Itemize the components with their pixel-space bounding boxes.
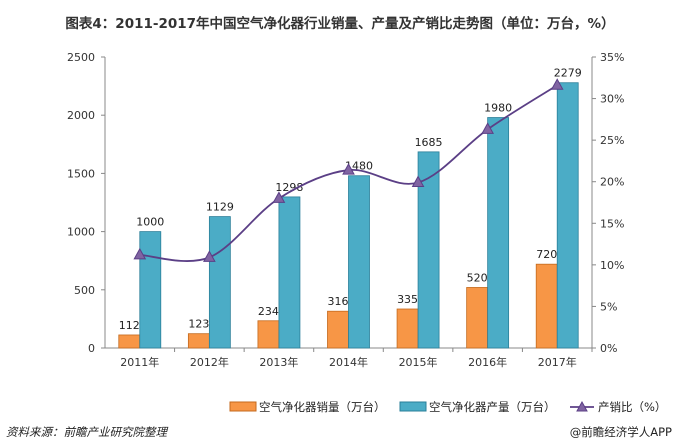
sales-bar: [396, 308, 419, 349]
ratio-marker: [272, 191, 286, 203]
right-tick-label: 35%: [600, 51, 624, 64]
production-data-label: 1000: [136, 216, 164, 229]
ratio-marker: [203, 250, 216, 262]
brand-note: @前瞻经济学人APP: [569, 425, 672, 439]
ratio-marker: [550, 78, 564, 90]
right-tick-label: 30%: [600, 93, 624, 106]
production-data-label: 1129: [206, 201, 234, 214]
right-tick-label: 5%: [600, 300, 617, 313]
legend-label-sales: 空气净化器销量（万台）: [259, 400, 386, 414]
production-bar: [556, 82, 579, 349]
legend-ratio-marker: [576, 400, 588, 412]
chart-title: 图表4：2011-2017年中国空气净化器行业销量、产量及产销比走势图（单位：万…: [65, 16, 615, 32]
right-tick-label: 25%: [600, 134, 624, 147]
x-tick-label: 2011年: [120, 355, 159, 369]
x-tick-label: 2014年: [329, 355, 368, 369]
legend-label-production: 空气净化器产量（万台）: [429, 400, 556, 414]
sales-data-label: 112: [119, 319, 140, 332]
x-tick-label: 2017年: [538, 355, 577, 369]
production-bar: [208, 216, 231, 349]
sales-data-label: 720: [536, 248, 557, 261]
production-bar: [278, 196, 301, 349]
sales-data-label: 520: [467, 271, 488, 284]
legend-label-ratio: 产销比（%）: [598, 400, 666, 414]
ratio-marker: [342, 163, 355, 175]
production-bar: [348, 175, 370, 349]
x-tick-label: 2013年: [259, 355, 298, 369]
x-tick-label: 2015年: [399, 355, 438, 369]
left-tick-label: 2000: [67, 109, 95, 122]
sales-bar: [466, 287, 489, 349]
sales-bar: [327, 310, 349, 349]
left-tick-label: 1000: [67, 226, 95, 239]
production-bar: [487, 117, 510, 349]
production-data-label: 1685: [415, 136, 443, 149]
right-tick-label: 20%: [600, 176, 624, 189]
sales-bar: [118, 334, 141, 349]
ratio-marker: [481, 122, 494, 134]
sales-bar: [535, 263, 558, 349]
production-data-label: 1298: [275, 181, 303, 194]
left-tick-label: 2500: [67, 51, 95, 64]
sales-data-label: 335: [397, 293, 418, 306]
legend-swatch-sales: [229, 401, 257, 412]
production-data-label: 1980: [484, 102, 512, 115]
production-bar: [139, 231, 162, 349]
sales-data-label: 123: [188, 318, 209, 331]
sales-data-label: 234: [258, 305, 279, 318]
ratio-marker: [133, 247, 147, 260]
left-tick-label: 500: [74, 284, 95, 297]
source-note: 资料来源：前瞻产业研究院整理: [6, 425, 167, 439]
production-data-label: 2279: [554, 67, 582, 80]
legend-swatch-production: [399, 401, 427, 412]
ratio-marker: [411, 175, 425, 188]
right-tick-label: 0%: [600, 342, 617, 355]
x-tick-label: 2016年: [468, 355, 507, 369]
production-bar: [417, 151, 440, 349]
sales-bar: [187, 333, 210, 349]
right-tick-label: 10%: [600, 259, 624, 272]
x-tick-label: 2012年: [190, 355, 229, 369]
right-tick-label: 15%: [600, 217, 624, 230]
left-tick-label: 1500: [67, 167, 95, 180]
sales-data-label: 316: [328, 295, 349, 308]
left-tick-label: 0: [88, 342, 95, 355]
sales-bar: [257, 320, 280, 349]
